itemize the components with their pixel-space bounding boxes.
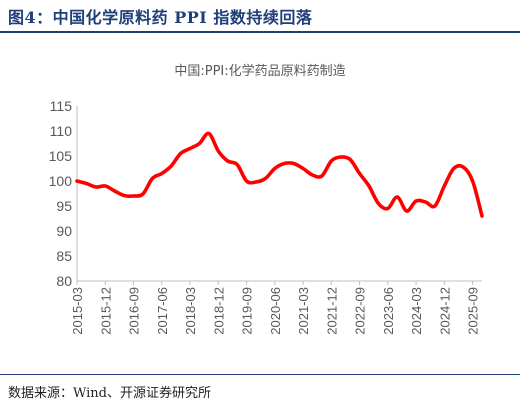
x-tick-label: 2024-03 — [409, 287, 424, 335]
x-tick-label: 2018-12 — [211, 287, 226, 335]
x-tick-label: 2019-09 — [240, 287, 255, 335]
x-tick-label: 2015-03 — [70, 287, 85, 335]
x-tick-label: 2021-03 — [296, 287, 311, 335]
y-tick-label: 80 — [56, 273, 72, 289]
chart-title: 中国:PPI:化学药品原料药制造 — [174, 64, 346, 79]
y-tick-label: 105 — [49, 148, 73, 164]
y-tick-label: 115 — [50, 98, 73, 114]
y-tick-label: 85 — [56, 248, 72, 264]
footer-rule — [0, 374, 520, 375]
x-tick-label: 2017-06 — [155, 287, 170, 335]
x-tick-label: 2021-12 — [324, 287, 339, 335]
header-rule — [0, 31, 520, 33]
figure-header: 图4：中国化学原料药 PPI 指数持续回落 — [0, 0, 520, 33]
figure-title: 图4：中国化学原料药 PPI 指数持续回落 — [8, 8, 313, 27]
x-tick-label: 2018-03 — [183, 287, 198, 335]
x-tick-label: 2022-09 — [353, 287, 368, 335]
y-tick-label: 100 — [49, 173, 73, 189]
ppi-series-line — [75, 131, 484, 218]
x-tick-label: 2016-09 — [127, 287, 142, 335]
y-tick-label: 90 — [56, 223, 72, 239]
y-tick-label: 110 — [50, 123, 73, 139]
x-tick-label: 2023-06 — [381, 287, 396, 335]
x-tick-label: 2024-12 — [437, 287, 452, 335]
y-tick-label: 95 — [56, 198, 72, 214]
source-note: 数据来源：Wind、开源证券研究所 — [8, 386, 211, 401]
x-tick-label: 2020-06 — [268, 287, 283, 335]
x-tick-label: 2025-09 — [466, 287, 481, 335]
x-tick-label: 2015-12 — [98, 287, 113, 335]
